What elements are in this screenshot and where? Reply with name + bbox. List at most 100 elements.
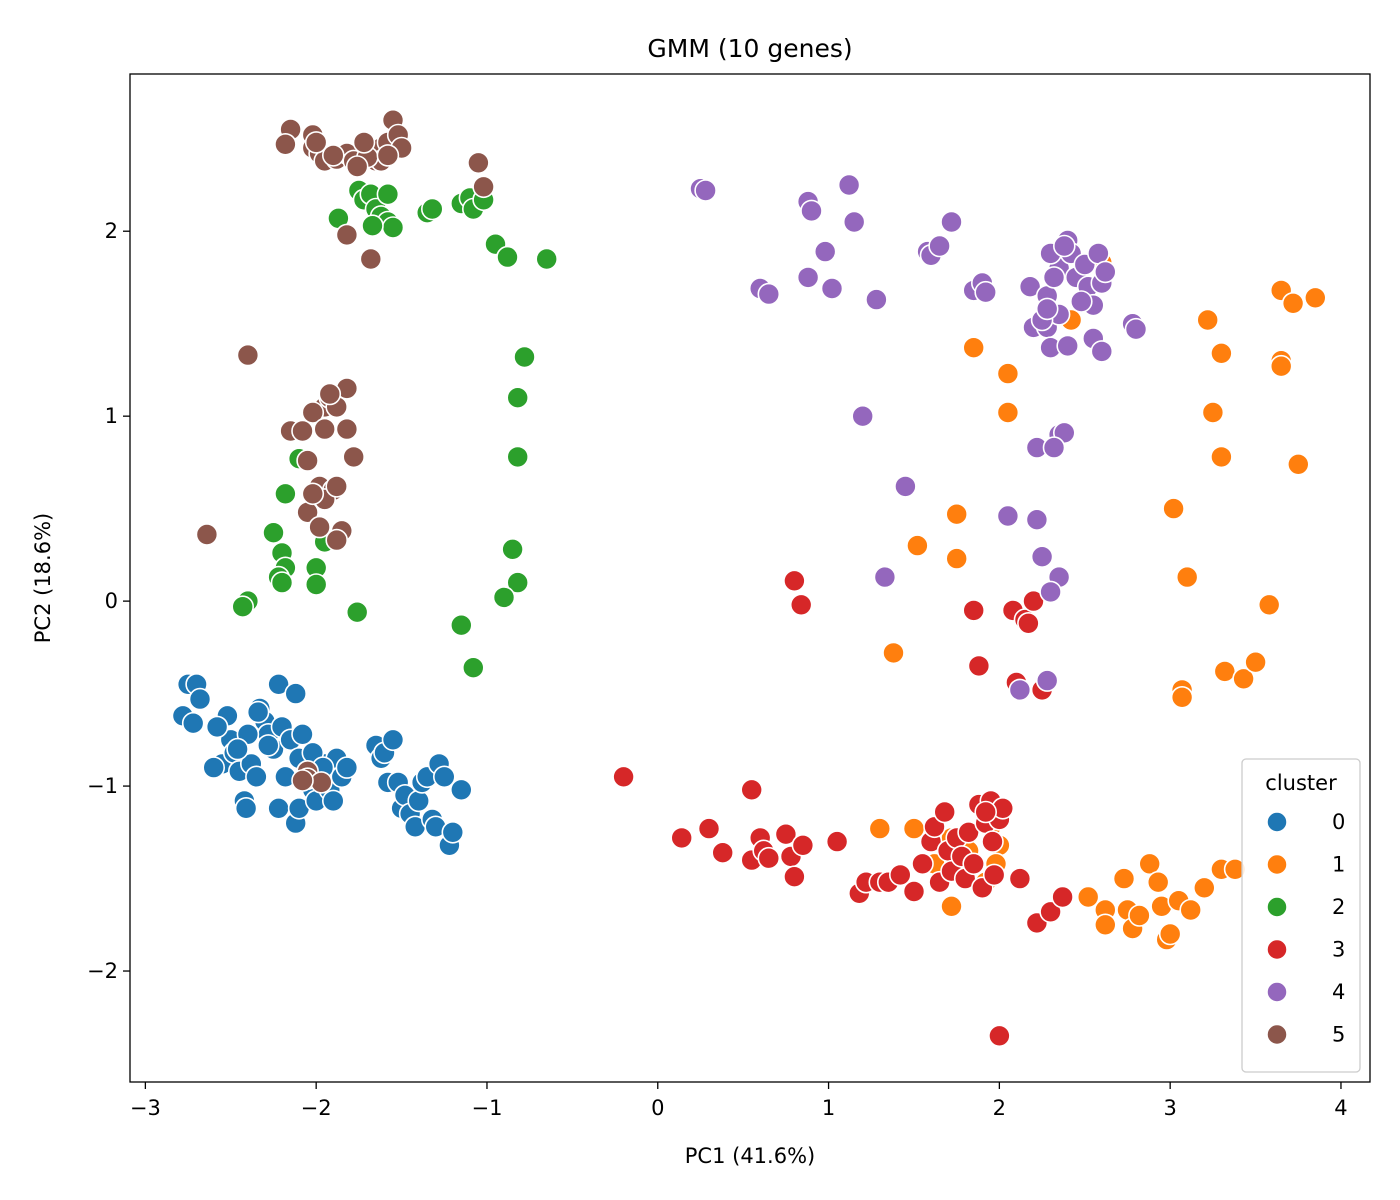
- data-point-cluster-3: [933, 800, 957, 824]
- data-point-cluster-1: [1269, 354, 1293, 378]
- data-point-cluster-0: [284, 682, 308, 705]
- data-point-cluster-2: [506, 445, 530, 469]
- data-point-cluster-5: [301, 482, 325, 506]
- data-point-cluster-3: [962, 852, 986, 876]
- data-point-cluster-4: [873, 565, 897, 589]
- data-point-cluster-4: [865, 288, 888, 311]
- data-point-cluster-5: [309, 771, 333, 794]
- data-point-cluster-2: [449, 613, 473, 637]
- data-point-cluster-4: [813, 240, 837, 263]
- data-point-cluster-1: [1175, 565, 1199, 589]
- data-point-cluster-3: [697, 817, 721, 840]
- data-point-cluster-1: [1146, 870, 1170, 894]
- data-point-cluster-3: [774, 822, 798, 846]
- legend-title: cluster: [1265, 771, 1337, 795]
- data-point-cluster-4: [1042, 266, 1066, 289]
- data-point-cluster-0: [205, 715, 229, 739]
- data-point-cluster-4: [1124, 317, 1148, 341]
- legend-label-0: 0: [1332, 810, 1345, 834]
- data-point-cluster-2: [231, 595, 254, 619]
- legend-label-1: 1: [1332, 853, 1345, 877]
- x-tick-label: −2: [301, 1096, 332, 1120]
- data-point-cluster-4: [1094, 260, 1117, 284]
- data-point-cluster-2: [461, 656, 485, 680]
- data-point-cluster-1: [1193, 876, 1216, 900]
- data-point-cluster-2: [345, 600, 369, 624]
- data-point-cluster-5: [472, 175, 495, 199]
- data-point-cluster-0: [441, 820, 465, 844]
- data-point-cluster-4: [796, 266, 820, 289]
- x-tick-label: 3: [1163, 1096, 1176, 1120]
- data-point-cluster-4: [1008, 678, 1032, 702]
- data-point-cluster-1: [1213, 660, 1237, 683]
- x-tick-label: 1: [822, 1096, 835, 1120]
- x-tick-label: −1: [471, 1096, 502, 1120]
- data-point-cluster-2: [535, 247, 559, 271]
- data-point-cluster-3: [974, 800, 998, 824]
- data-point-cluster-2: [274, 482, 297, 506]
- data-point-cluster-4: [757, 282, 781, 306]
- data-point-cluster-0: [246, 700, 270, 724]
- data-point-cluster-3: [1022, 589, 1045, 613]
- data-point-cluster-4: [1025, 508, 1049, 532]
- data-point-cluster-2: [496, 245, 519, 269]
- data-point-cluster-0: [226, 737, 249, 761]
- data-point-cluster-0: [267, 796, 290, 820]
- data-point-cluster-5: [335, 223, 359, 247]
- x-axis-label: PC1 (41.6%): [685, 1144, 815, 1168]
- x-tick-label: 4: [1334, 1096, 1347, 1120]
- legend-label-3: 3: [1332, 938, 1345, 962]
- data-point-cluster-1: [996, 362, 1020, 385]
- data-point-cluster-0: [245, 765, 268, 789]
- data-point-cluster-1: [1162, 497, 1185, 520]
- data-point-cluster-0: [407, 789, 431, 813]
- data-point-cluster-1: [906, 534, 929, 557]
- legend-marker-5: [1266, 1023, 1288, 1046]
- data-point-cluster-1: [1196, 308, 1219, 332]
- data-point-cluster-3: [981, 830, 1004, 853]
- data-point-cluster-5: [274, 133, 297, 156]
- data-point-cluster-5: [301, 401, 325, 424]
- legend-marker-4: [1266, 981, 1288, 1003]
- data-point-cluster-0: [449, 778, 473, 802]
- data-point-cluster-1: [945, 547, 969, 570]
- data-point-cluster-5: [467, 151, 490, 175]
- data-point-cluster-4: [996, 504, 1020, 528]
- data-point-cluster-3: [967, 654, 991, 678]
- y-tick-label: 1: [105, 404, 118, 428]
- legend-marker-3: [1266, 938, 1288, 961]
- data-point-cluster-4: [800, 199, 823, 223]
- legend: cluster 0 1 2 3 4 5: [1241, 758, 1361, 1073]
- y-tick-label: 2: [105, 219, 118, 243]
- y-tick-label: −1: [87, 774, 118, 798]
- legend-label-2: 2: [1332, 895, 1345, 919]
- data-point-cluster-4: [1018, 275, 1042, 299]
- data-point-cluster-3: [902, 880, 926, 903]
- data-point-cluster-0: [188, 687, 212, 711]
- data-point-cluster-4: [1035, 669, 1059, 692]
- data-point-cluster-3: [1017, 611, 1040, 635]
- data-point-cluster-4: [837, 173, 861, 197]
- data-point-cluster-1: [1158, 922, 1182, 946]
- x-tick-label: 2: [993, 1096, 1006, 1120]
- data-point-cluster-4: [694, 179, 717, 202]
- data-point-cluster-2: [262, 521, 285, 545]
- data-point-cluster-4: [940, 210, 963, 234]
- data-point-cluster-5: [308, 515, 331, 539]
- data-point-cluster-2: [270, 571, 294, 594]
- data-point-cluster-0: [202, 756, 225, 779]
- data-point-cluster-0: [335, 756, 359, 779]
- legend-label-5: 5: [1332, 1023, 1345, 1047]
- data-point-cluster-5: [296, 449, 319, 472]
- data-point-cluster-1: [962, 336, 986, 360]
- data-point-cluster-2: [506, 571, 530, 594]
- data-point-cluster-3: [825, 830, 849, 853]
- data-point-cluster-3: [988, 1024, 1011, 1048]
- data-point-cluster-4: [842, 210, 866, 234]
- data-point-cluster-3: [783, 865, 806, 889]
- data-point-cluster-2: [492, 586, 516, 609]
- data-point-cluster-4: [974, 280, 998, 304]
- data-point-cluster-1: [1210, 445, 1233, 469]
- data-point-cluster-1: [868, 817, 892, 840]
